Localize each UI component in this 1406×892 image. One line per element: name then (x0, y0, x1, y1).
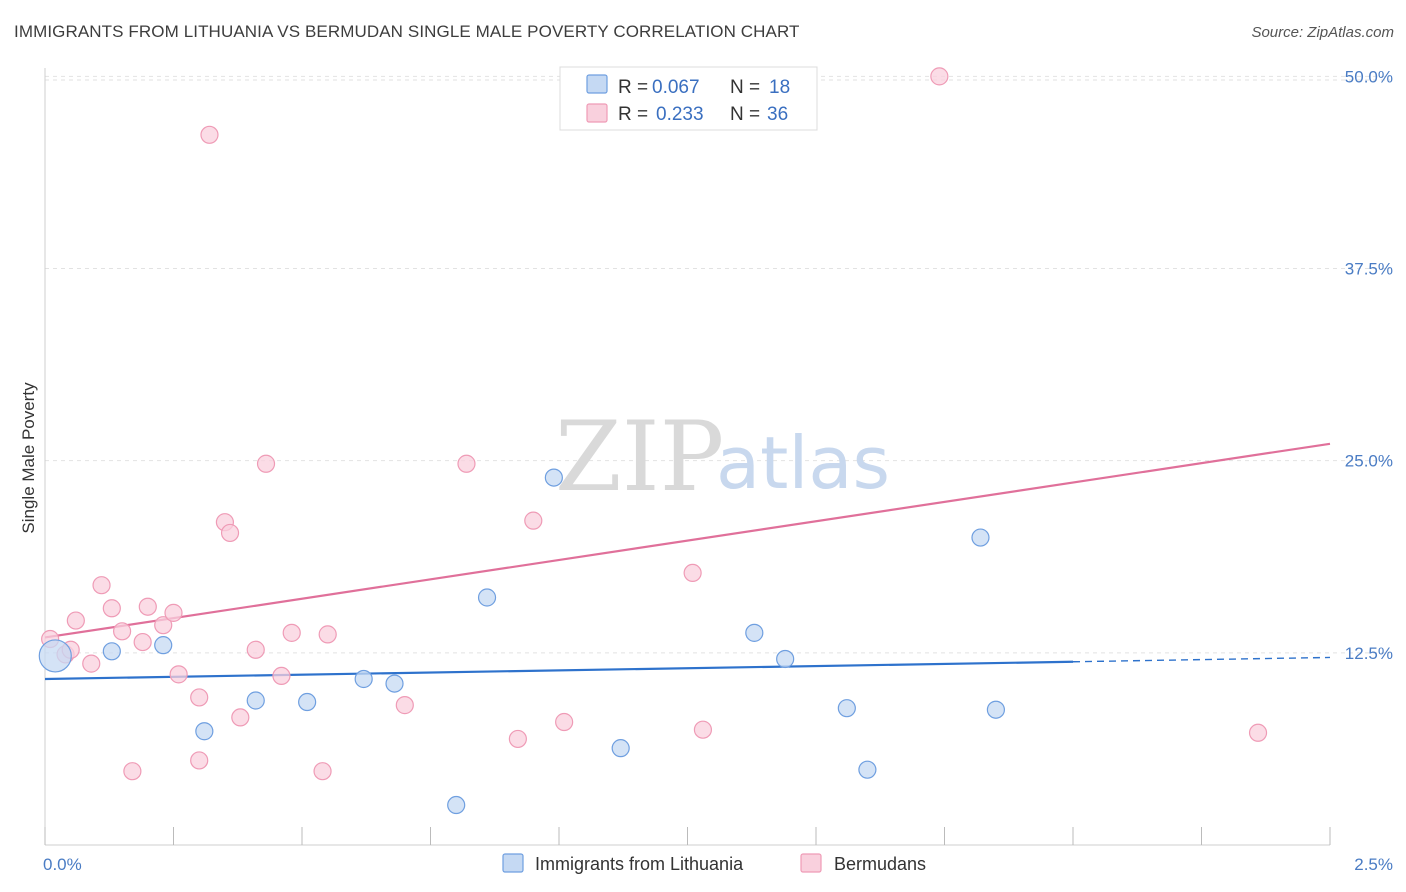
point-series1-20 (256, 454, 276, 473)
point-series1-33 (930, 67, 949, 86)
point-series1-11 (164, 603, 183, 622)
y-tick-labels: 12.5% 25.0% 37.5% 50.0% (1345, 67, 1393, 662)
bottom-legend-swatch-bermudans (800, 853, 822, 873)
point-series1-4 (92, 576, 111, 595)
point-series0-8 (447, 795, 466, 815)
bottom-legend-bermudans: Bermudans (834, 854, 926, 874)
legend-swatch-lithuania (586, 74, 608, 94)
data-points (38, 67, 1268, 815)
legend-r-value-2: 0.233 (656, 104, 704, 125)
point-series1-10 (154, 616, 173, 635)
point-series1-31 (683, 563, 702, 583)
trend-lines (44, 442, 1331, 681)
point-series1-28 (524, 511, 543, 530)
point-series0-13 (776, 649, 795, 669)
point-series1-21 (272, 666, 291, 686)
legend-r-value-1: 0.067 (652, 77, 700, 98)
point-series1-12 (169, 665, 188, 684)
trend-line-1 (44, 442, 1331, 639)
point-series0-0 (38, 639, 72, 673)
bottom-legend-swatch-lithuania (502, 853, 524, 873)
point-series1-34 (1248, 723, 1268, 742)
y-tick-label-2: 37.5% (1345, 260, 1393, 279)
legend-r-label-2: R = (618, 104, 648, 125)
legend-r-label-1: R = (618, 77, 648, 98)
y-tick-label-0: 12.5% (1345, 644, 1393, 663)
legend-n-value-1: 18 (769, 77, 790, 98)
point-series1-3 (82, 654, 101, 673)
source-label: Source: ZipAtlas.com (1251, 24, 1394, 41)
legend-n-value-2: 36 (767, 104, 788, 125)
point-series1-19 (246, 640, 265, 659)
point-series1-29 (555, 712, 574, 732)
point-series0-16 (971, 528, 990, 547)
watermark-zip: ZIP (555, 401, 724, 513)
watermark-atlas: atlas (716, 421, 890, 505)
point-series1-18 (231, 708, 250, 727)
point-series1-14 (190, 751, 209, 770)
point-series1-27 (508, 729, 527, 749)
point-series0-10 (544, 468, 563, 487)
point-series1-23 (313, 762, 332, 781)
chart-title: IMMIGRANTS FROM LITHUANIA VS BERMUDAN SI… (14, 22, 800, 41)
point-series0-6 (354, 669, 373, 689)
point-series1-2 (66, 611, 85, 630)
y-tick-label-1: 25.0% (1345, 452, 1393, 471)
x-tick-label-1: 2.5% (1354, 855, 1393, 874)
bottom-legend: Immigrants from Lithuania Bermudans (502, 853, 926, 874)
point-series0-3 (195, 722, 214, 741)
point-series1-25 (395, 696, 414, 715)
point-series1-26 (457, 454, 476, 473)
legend-n-label-2: N = (730, 104, 760, 125)
point-series0-1 (102, 642, 121, 661)
y-tick-label-3: 50.0% (1345, 67, 1393, 86)
point-series1-5 (102, 599, 121, 618)
point-series0-5 (298, 692, 317, 712)
point-series0-7 (385, 674, 404, 693)
legend-n-label-1: N = (730, 77, 760, 98)
legend: R = 0.067 N = 18 R = 0.233 N = 36 (559, 66, 818, 131)
point-series0-2 (154, 636, 173, 655)
point-series0-17 (986, 700, 1006, 719)
gridlines (45, 75, 1390, 654)
y-axis-label: Single Male Poverty (19, 382, 38, 534)
point-series1-24 (318, 625, 337, 644)
legend-swatch-bermudans (586, 103, 608, 123)
point-series1-17 (220, 523, 240, 543)
point-series0-9 (477, 588, 497, 607)
point-series1-9 (138, 597, 157, 616)
point-series1-7 (123, 762, 142, 781)
bottom-legend-lithuania: Immigrants from Lithuania (535, 854, 744, 874)
point-series1-8 (133, 632, 152, 652)
x-tick-label-0: 0.0% (43, 855, 82, 874)
point-series1-15 (200, 125, 219, 144)
axes (44, 68, 1331, 846)
point-series0-12 (745, 623, 764, 642)
watermark: ZIP atlas (555, 401, 890, 513)
point-series1-22 (282, 623, 301, 642)
trend-line-0 (44, 660, 1074, 681)
x-tick-labels: 0.0% 2.5% (43, 855, 1393, 874)
point-series1-32 (693, 720, 713, 739)
point-series0-11 (611, 739, 630, 758)
point-series1-6 (112, 622, 132, 641)
point-series0-4 (246, 691, 265, 710)
point-series0-14 (837, 699, 856, 718)
trend-line-dashed-0 (1072, 656, 1331, 663)
point-series1-13 (190, 688, 209, 707)
point-series0-15 (858, 760, 877, 779)
